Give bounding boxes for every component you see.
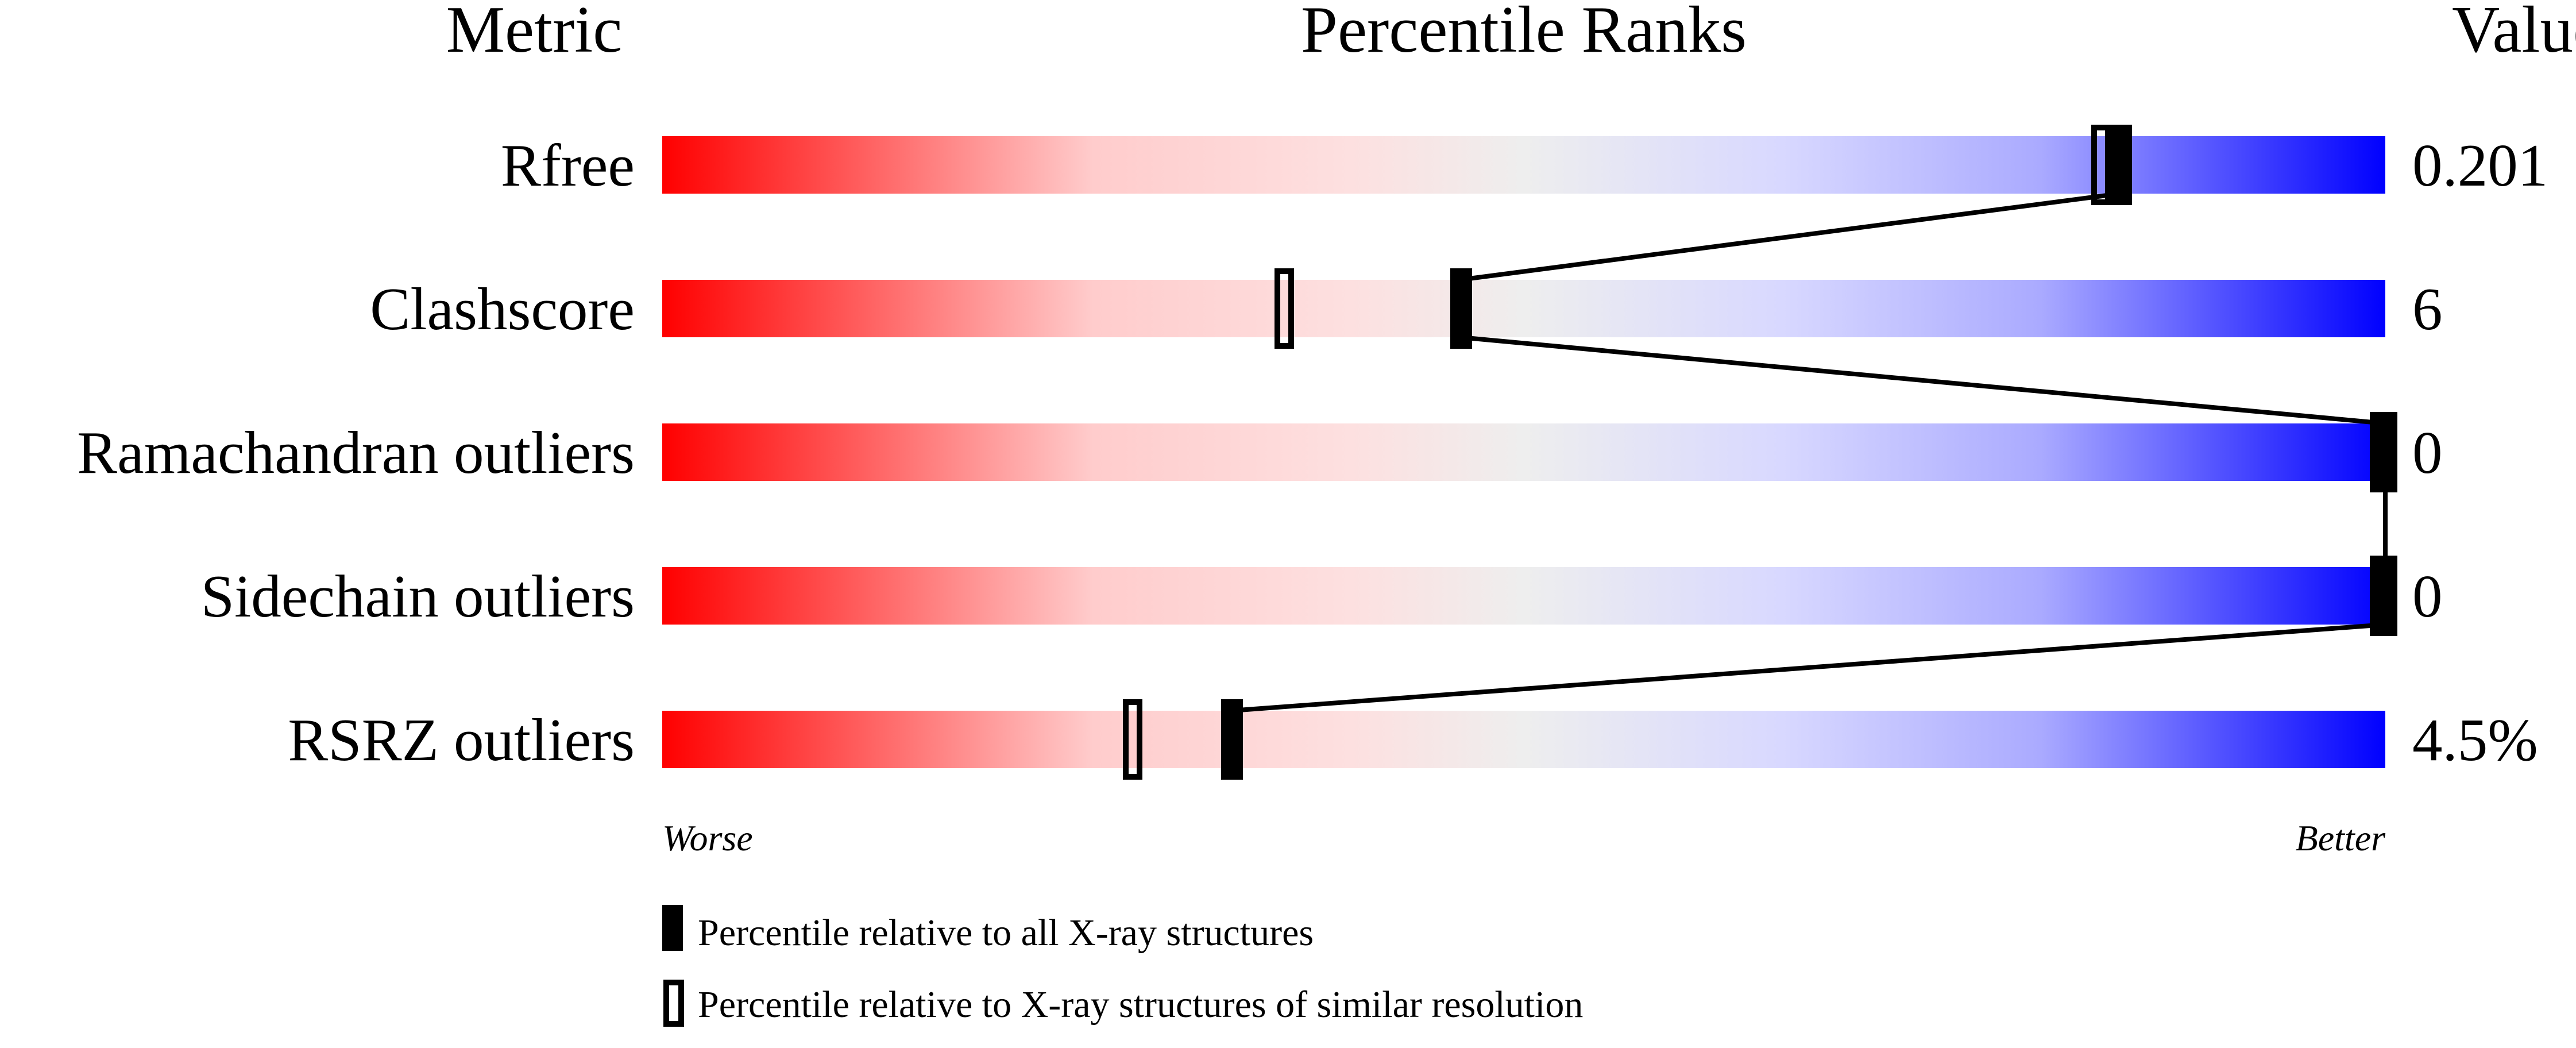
marker-similar-resolution <box>2091 125 2111 205</box>
legend-label-all: Percentile relative to all X-ray structu… <box>698 912 1314 954</box>
metric-label: Ramachandran outliers <box>77 419 635 486</box>
legend-label-similar: Percentile relative to X-ray structures … <box>698 984 1583 1026</box>
marker-all-structures <box>2376 556 2397 636</box>
metric-value: 4.5% <box>2412 706 2538 773</box>
marker-similar-resolution <box>1275 268 1294 349</box>
header-value: Value <box>2452 0 2576 66</box>
metric-label: RSRZ outliers <box>288 706 635 773</box>
metric-label: Sidechain outliers <box>201 562 635 630</box>
marker-all-structures <box>1450 268 1472 349</box>
legend-filled-marker <box>662 905 683 951</box>
percentile-bar <box>662 423 2385 481</box>
metric-label: Rfree <box>501 132 635 199</box>
metric-value: 0 <box>2412 419 2443 486</box>
connector-line <box>1230 622 2386 713</box>
marker-all-structures <box>2376 412 2397 492</box>
connector-line <box>1459 191 2121 282</box>
metric-value: 6 <box>2412 275 2443 342</box>
marker-all-structures <box>1221 699 1243 780</box>
axis-label-better: Better <box>2296 818 2386 858</box>
axis-label-worse: Worse <box>662 818 753 858</box>
percentile-bar <box>662 567 2385 625</box>
connector-line <box>1459 335 2386 426</box>
metric-label: Clashscore <box>370 275 635 342</box>
percentile-bar <box>662 711 2385 768</box>
header-metric: Metric <box>446 0 623 66</box>
percentile-bar <box>662 136 2385 194</box>
metric-value: 0 <box>2412 562 2443 630</box>
percentile-bar <box>662 280 2385 337</box>
legend-open-marker <box>663 980 684 1027</box>
marker-all-structures <box>2110 125 2132 205</box>
header-percentile-ranks: Percentile Ranks <box>1301 0 1747 66</box>
metric-value: 0.201 <box>2412 132 2548 199</box>
marker-similar-resolution <box>1123 699 1142 780</box>
